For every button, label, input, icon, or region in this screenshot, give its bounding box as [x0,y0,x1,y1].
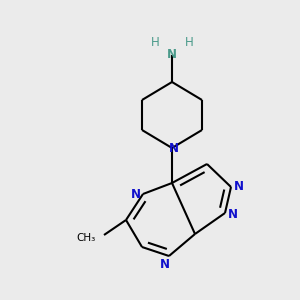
Text: N: N [167,49,177,62]
Text: N: N [234,181,244,194]
Text: H: H [151,35,159,49]
Text: N: N [160,257,170,271]
Text: CH₃: CH₃ [77,233,96,243]
Text: N: N [131,188,141,200]
Text: H: H [184,35,194,49]
Text: N: N [169,142,179,154]
Text: N: N [228,208,238,221]
